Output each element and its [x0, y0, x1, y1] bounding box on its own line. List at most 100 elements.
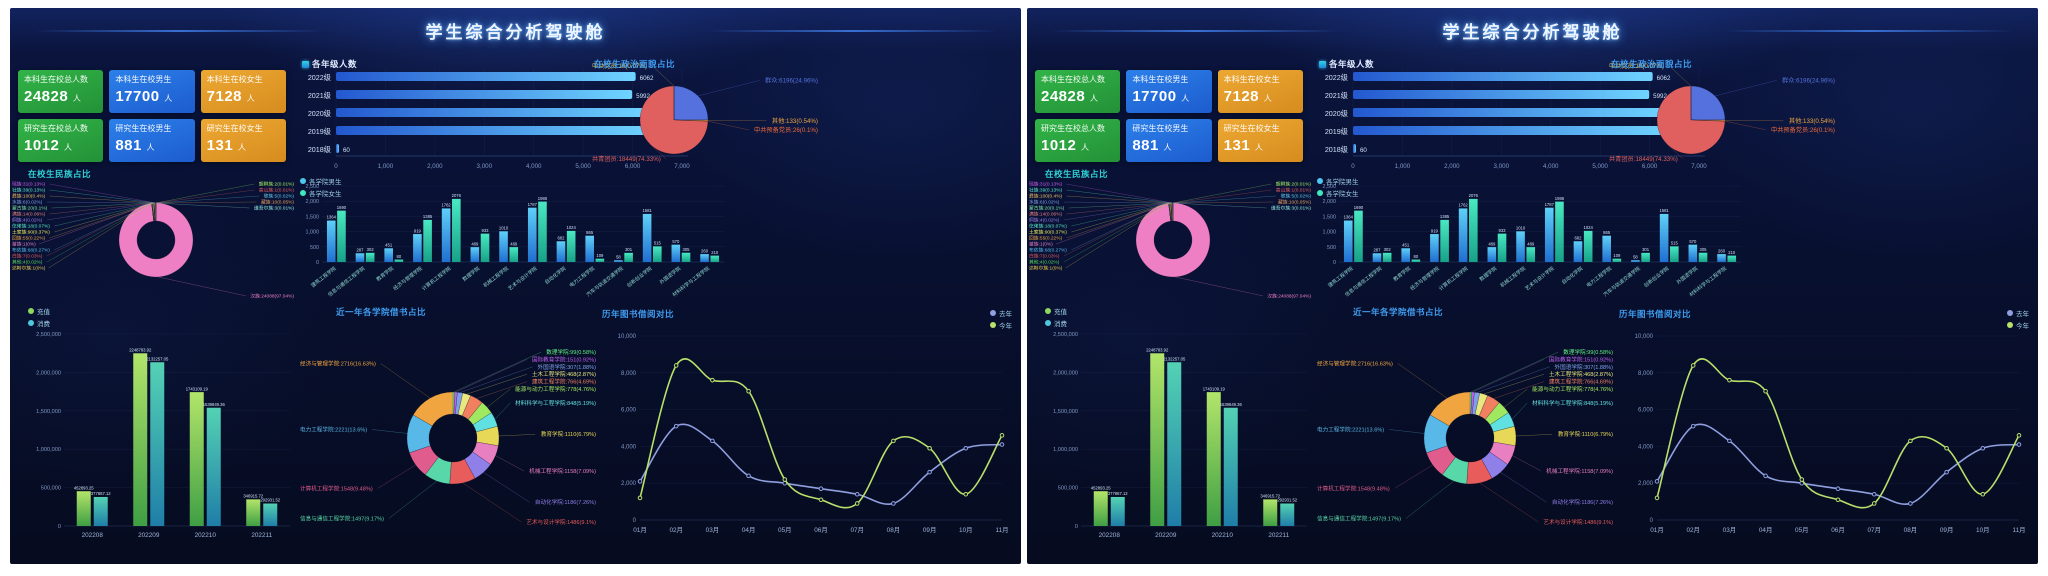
consume-legend: 充值 消费: [28, 306, 50, 328]
svg-text:0: 0: [1333, 260, 1336, 266]
grade-bar-chart[interactable]: 0 1,000 2,000 3,000 4,000 5,000 6,000 7,000 2022…: [1313, 56, 1725, 178]
svg-text:外国语学院: 外国语学院: [658, 265, 682, 286]
svg-text:1,000: 1,000: [1323, 230, 1337, 236]
svg-text:2019级: 2019级: [308, 127, 331, 136]
borrow-donut-chart[interactable]: 经济与管理学院:2716(16.63%) 电力工程学院:2221(13.6%) 计算…: [298, 306, 598, 564]
grade-bar-chart[interactable]: 0 1,000 2,000 3,000 4,000 5,000 6,000 7,000 2022…: [296, 56, 708, 178]
legend-college-female[interactable]: 各学院女生: [1317, 188, 1359, 198]
svg-text:壮族:39(0.13%): 壮族:39(0.13%): [12, 187, 45, 194]
legend-spend[interactable]: 消费: [1045, 318, 1067, 328]
svg-text:中共预备党员:26(0.1%): 中共预备党员:26(0.1%): [1771, 126, 1835, 134]
svg-text:346915.72: 346915.72: [243, 494, 263, 499]
svg-text:80: 80: [397, 254, 402, 259]
svg-text:11月: 11月: [995, 526, 1008, 534]
legend-college-female[interactable]: 各学院女生: [300, 188, 342, 198]
svg-text:1690: 1690: [337, 205, 347, 210]
svg-text:满族:14(0.06%): 满族:14(0.06%): [12, 211, 45, 218]
stat-card-label: 本科生在校女生: [206, 75, 263, 84]
consume-bar-chart[interactable]: 0 500,000 1,000,000 1,500,000 2,000,000 2,500…: [12, 306, 296, 564]
legend-this-year[interactable]: 今年: [2007, 320, 2029, 330]
borrow-line-chart[interactable]: 0 2,000 4,000 6,000 8,000 10,000 01月 02月 03月 04月 0…: [1617, 306, 2031, 564]
svg-text:08月: 08月: [1904, 526, 1918, 534]
ethnicity-chart-block: 在校生民族占比 瑶族:31(0.13%) 壮族:39(0.13%) 彝族:100(0…: [10, 166, 296, 308]
svg-text:建筑工程学院: 建筑工程学院: [1327, 265, 1355, 289]
svg-text:1010: 1010: [1516, 225, 1526, 230]
legend-college-male[interactable]: 各学院男生: [300, 176, 342, 186]
stat-card-grad-male: 研究生在校男生 881 人: [1126, 119, 1212, 162]
svg-text:自动化学院: 自动化学院: [543, 265, 567, 286]
legend-dot-icon: [300, 190, 306, 196]
svg-text:202209: 202209: [138, 532, 160, 539]
svg-text:2,000: 2,000: [427, 163, 443, 170]
svg-text:451: 451: [1402, 242, 1410, 247]
svg-text:60: 60: [1360, 147, 1367, 154]
svg-text:3,000: 3,000: [1494, 163, 1510, 170]
svg-text:达斡尔族:1(0%): 达斡尔族:1(0%): [12, 265, 46, 272]
svg-text:2019级: 2019级: [1325, 127, 1348, 136]
consume-chart-block: 充值 消费 0 500,000 1,000,000 1,500,000 2,000,00…: [12, 306, 296, 564]
legend-college-male[interactable]: 各学院男生: [1317, 176, 1359, 186]
stat-value-number: 7128: [1223, 88, 1260, 105]
stat-card-grad-total: 研究生在校总人数 1012 人: [18, 119, 104, 162]
college-legend: 各学院男生 各学院女生: [300, 176, 342, 198]
stat-card-label: 研究生在校女生: [1223, 124, 1280, 133]
ethnicity-chart-block: 在校生民族占比 瑶族:31(0.13%) 壮族:39(0.13%) 彝族:100(0…: [1027, 166, 1313, 308]
svg-text:0: 0: [58, 524, 61, 530]
consume-bar-chart[interactable]: 0 500,000 1,000,000 1,500,000 2,000,000 2,500…: [1029, 306, 1313, 564]
svg-text:02月: 02月: [1686, 526, 1700, 534]
svg-text:1743109.19: 1743109.19: [186, 386, 209, 391]
svg-text:侗族:4(0.02%): 侗族:4(0.02%): [1029, 217, 1060, 224]
stat-value-unit: 人: [1163, 143, 1173, 152]
legend-recharge[interactable]: 充值: [1045, 306, 1067, 316]
svg-text:1,000: 1,000: [306, 230, 320, 236]
svg-text:10月: 10月: [1976, 526, 1990, 534]
legend-label: 各学院女生: [309, 191, 342, 198]
legend-this-year[interactable]: 今年: [990, 320, 1012, 330]
svg-text:06月: 06月: [1831, 526, 1845, 534]
svg-text:自动化学院: 自动化学院: [1560, 265, 1584, 286]
stat-card-value: 881 人: [1132, 137, 1205, 154]
borrow-line-chart[interactable]: 0 2,000 4,000 6,000 8,000 10,000 01月 02月 03月 04月 0…: [600, 306, 1014, 564]
politics-pie-chart[interactable]: 中共党员:18(0.07%) 共青团员:18449(74.33%) 群众:6196(…: [1603, 52, 2033, 178]
stat-value-unit: 人: [72, 94, 82, 103]
ethnicity-donut-chart[interactable]: 瑶族:31(0.13%)壮族:39(0.13%)彝族:100(0.4%)水族:6…: [1027, 166, 1313, 308]
legend-label: 消费: [1054, 321, 1067, 328]
svg-text:蒙古族:20(0.1%): 蒙古族:20(0.1%): [12, 205, 48, 212]
legend-label: 各学院男生: [1326, 179, 1359, 186]
svg-text:2,500: 2,500: [306, 184, 320, 190]
stat-card-undergrad-total: 本科生在校总人数 24828 人: [1035, 70, 1121, 113]
svg-text:2,000: 2,000: [306, 199, 320, 205]
legend-label: 去年: [2016, 311, 2029, 318]
svg-text:教育学院:1110(6.79%): 教育学院:1110(6.79%): [1558, 430, 1613, 438]
borrow-donut-chart[interactable]: 经济与管理学院:2716(16.63%) 电力工程学院:2221(13.6%) 计算…: [1315, 306, 1615, 564]
svg-text:电力工程学院: 电力工程学院: [568, 265, 596, 289]
svg-text:451: 451: [385, 242, 393, 247]
svg-text:电力工程学院: 电力工程学院: [1585, 265, 1613, 289]
legend-last-year[interactable]: 去年: [990, 308, 1012, 318]
svg-text:1690: 1690: [1354, 205, 1364, 210]
ethnicity-donut-chart[interactable]: 瑶族:31(0.13%)壮族:39(0.13%)彝族:100(0.4%)水族:6…: [10, 166, 296, 308]
svg-text:1539849.36: 1539849.36: [203, 402, 226, 407]
stat-value-number: 17700: [1132, 88, 1177, 105]
svg-text:蒙古族:20(0.1%): 蒙古族:20(0.1%): [1029, 205, 1065, 212]
svg-text:藏族:10(0.05%): 藏族:10(0.05%): [1278, 199, 1311, 206]
stat-card-label: 研究生在校总人数: [24, 124, 88, 133]
svg-text:292931.52: 292931.52: [260, 498, 280, 503]
svg-text:515: 515: [1671, 241, 1679, 246]
stat-card-value: 17700 人: [115, 88, 188, 105]
svg-text:艺术与设计学院: 艺术与设计学院: [1524, 265, 1556, 292]
legend-spend[interactable]: 消费: [28, 318, 50, 328]
svg-text:109: 109: [596, 253, 604, 258]
svg-text:建筑工程学院:766(4.69%): 建筑工程学院:766(4.69%): [1549, 378, 1613, 386]
svg-text:05月: 05月: [778, 526, 792, 534]
svg-text:489: 489: [1527, 241, 1535, 246]
svg-text:10月: 10月: [959, 526, 973, 534]
politics-pie-chart[interactable]: 中共党员:18(0.07%) 共青团员:18449(74.33%) 群众:6196(…: [586, 52, 1016, 178]
svg-text:2076: 2076: [1469, 193, 1479, 198]
legend-last-year[interactable]: 去年: [2007, 308, 2029, 318]
legend-recharge[interactable]: 充值: [28, 306, 50, 316]
svg-text:苗族:1(0%): 苗族:1(0%): [12, 241, 36, 248]
